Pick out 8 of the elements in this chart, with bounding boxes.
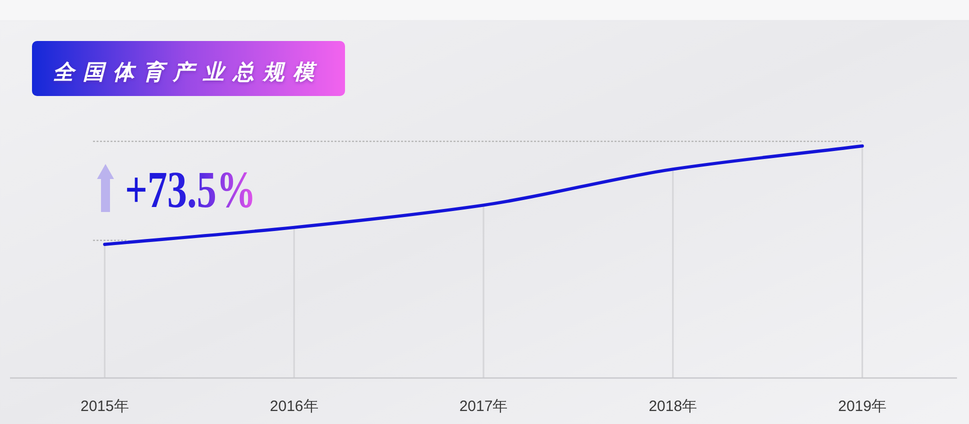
x-tick-label: 2016年 <box>270 398 318 415</box>
chart-title: 全国体育产业总规模 <box>53 60 323 84</box>
annotation: +73.5% <box>125 162 298 219</box>
x-tick-label: 2017年 <box>459 398 508 415</box>
title-box: 全国体育产业总规模 <box>32 41 345 96</box>
x-tick-label: 2015年 <box>80 398 129 415</box>
x-tick-label: 2018年 <box>648 398 698 415</box>
x-tick-label: 2019年 <box>838 398 886 415</box>
